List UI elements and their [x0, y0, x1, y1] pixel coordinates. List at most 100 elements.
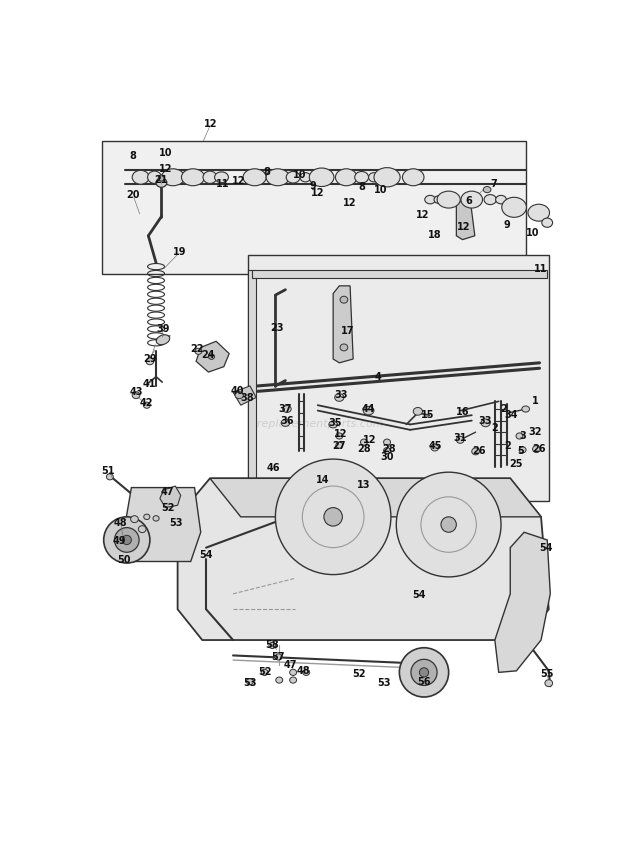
Text: 27: 27: [332, 441, 346, 451]
Polygon shape: [249, 270, 256, 493]
Polygon shape: [252, 270, 547, 278]
Text: 12: 12: [204, 119, 218, 129]
Text: 7: 7: [490, 179, 497, 189]
Text: 12: 12: [232, 176, 245, 186]
Ellipse shape: [156, 178, 167, 187]
Text: 6: 6: [465, 196, 472, 206]
Ellipse shape: [309, 168, 334, 187]
Text: 46: 46: [267, 462, 281, 472]
Ellipse shape: [340, 344, 348, 351]
Ellipse shape: [425, 195, 436, 204]
Ellipse shape: [286, 172, 300, 183]
Text: 40: 40: [231, 386, 244, 396]
Ellipse shape: [276, 677, 283, 683]
Ellipse shape: [519, 447, 526, 453]
Polygon shape: [196, 341, 229, 372]
Text: 41: 41: [143, 380, 156, 389]
Ellipse shape: [215, 172, 228, 183]
Text: 10: 10: [159, 148, 173, 158]
Ellipse shape: [153, 515, 159, 521]
Ellipse shape: [195, 349, 202, 354]
Ellipse shape: [143, 402, 150, 408]
Text: 10: 10: [293, 170, 306, 180]
Ellipse shape: [290, 669, 296, 675]
Circle shape: [122, 536, 131, 545]
Text: 26: 26: [472, 445, 486, 456]
Text: 53: 53: [377, 678, 391, 688]
Ellipse shape: [533, 445, 540, 452]
Circle shape: [104, 517, 150, 563]
Ellipse shape: [156, 335, 170, 344]
Text: 20: 20: [126, 190, 140, 200]
Text: 49: 49: [112, 536, 126, 546]
Ellipse shape: [235, 392, 244, 398]
Text: 4: 4: [374, 371, 381, 381]
Circle shape: [275, 459, 391, 574]
Ellipse shape: [247, 679, 254, 685]
Ellipse shape: [456, 436, 464, 443]
Text: 54: 54: [413, 590, 426, 600]
Polygon shape: [124, 488, 201, 562]
Text: 33: 33: [479, 416, 492, 426]
Text: 28: 28: [383, 444, 396, 454]
Ellipse shape: [472, 448, 479, 455]
Ellipse shape: [107, 474, 113, 480]
Polygon shape: [456, 200, 475, 240]
Circle shape: [411, 659, 437, 685]
Ellipse shape: [542, 218, 552, 227]
Text: 58: 58: [265, 640, 279, 650]
Ellipse shape: [413, 408, 422, 415]
Ellipse shape: [484, 187, 491, 193]
Text: 12: 12: [458, 222, 471, 232]
Text: 13: 13: [357, 479, 371, 489]
Ellipse shape: [431, 444, 438, 451]
Ellipse shape: [290, 677, 296, 683]
Ellipse shape: [360, 439, 368, 445]
Text: 21: 21: [155, 174, 168, 184]
Text: 50: 50: [117, 555, 130, 565]
Text: 48: 48: [114, 518, 128, 528]
Text: 12: 12: [343, 198, 356, 208]
Text: 14: 14: [316, 475, 329, 485]
Circle shape: [396, 472, 501, 577]
Polygon shape: [177, 478, 549, 640]
Text: ereplacementparts.com: ereplacementparts.com: [251, 419, 384, 429]
Text: 29: 29: [143, 354, 157, 364]
Polygon shape: [333, 285, 353, 363]
Text: 24: 24: [202, 350, 215, 360]
Ellipse shape: [329, 421, 337, 428]
Circle shape: [324, 508, 342, 526]
Ellipse shape: [208, 354, 215, 360]
Ellipse shape: [340, 296, 348, 303]
Circle shape: [115, 528, 139, 552]
Ellipse shape: [303, 669, 309, 675]
Ellipse shape: [148, 171, 161, 184]
Text: 18: 18: [428, 230, 441, 240]
Polygon shape: [495, 532, 551, 673]
Text: 52: 52: [352, 669, 365, 679]
Ellipse shape: [131, 515, 138, 523]
Text: 12: 12: [416, 210, 429, 220]
Text: 45: 45: [429, 441, 442, 451]
Text: 23: 23: [270, 323, 284, 333]
Ellipse shape: [275, 654, 282, 660]
Ellipse shape: [158, 175, 164, 181]
Text: 39: 39: [156, 324, 170, 334]
Text: 48: 48: [297, 666, 311, 676]
Text: 8: 8: [130, 152, 136, 162]
Text: 17: 17: [341, 326, 355, 335]
Ellipse shape: [516, 433, 523, 439]
Text: 12: 12: [363, 434, 377, 445]
Ellipse shape: [182, 168, 205, 186]
Ellipse shape: [437, 191, 460, 208]
Text: 44: 44: [362, 404, 375, 414]
Ellipse shape: [336, 442, 343, 448]
Text: 12: 12: [334, 429, 348, 439]
Ellipse shape: [461, 191, 482, 208]
Text: 47: 47: [284, 659, 298, 669]
Ellipse shape: [144, 514, 150, 520]
Ellipse shape: [261, 669, 268, 675]
Ellipse shape: [132, 392, 140, 398]
Circle shape: [441, 517, 456, 532]
Text: 8: 8: [264, 167, 270, 177]
